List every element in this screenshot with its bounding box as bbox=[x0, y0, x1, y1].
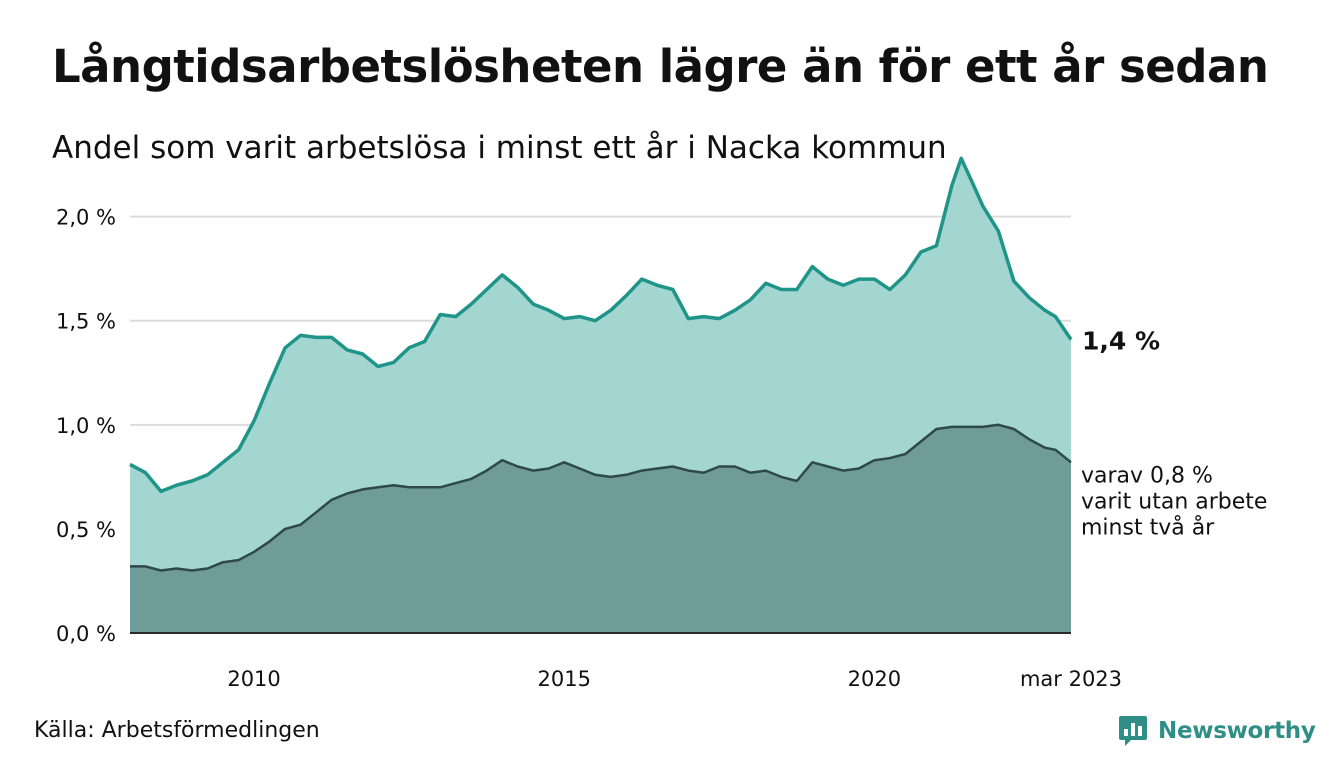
end-label-min2yr-line: minst två år bbox=[1081, 514, 1215, 540]
y-tick-label: 1,0 % bbox=[56, 414, 116, 438]
x-tick-label: 2020 bbox=[848, 667, 901, 691]
brand-name: Newsworthy bbox=[1158, 718, 1316, 744]
source-note: Källa: Arbetsförmedlingen bbox=[34, 718, 320, 743]
newsworthy-logo-icon bbox=[1119, 716, 1147, 746]
series-line-min1yr bbox=[129, 156, 1073, 494]
chart-subtitle: Andel som varit arbetslösa i minst ett å… bbox=[52, 130, 947, 166]
end-label-min2yr-line: varav 0,8 % bbox=[1081, 463, 1213, 488]
end-label-min1yr: 1,4 % bbox=[1082, 326, 1160, 355]
x-tick-label: 2015 bbox=[537, 667, 590, 691]
y-tick-label: 0,0 % bbox=[56, 622, 116, 646]
end-label-min2yr-line: varit utan arbete bbox=[1081, 489, 1267, 514]
x-tick-label: 2010 bbox=[227, 667, 280, 691]
y-tick-label: 1,5 % bbox=[56, 310, 116, 334]
chart-title: Långtidsarbetslösheten lägre än för ett … bbox=[52, 40, 1269, 93]
series-line-min2yr bbox=[130, 423, 1072, 572]
area-series bbox=[129, 156, 1073, 634]
area-fill-min2yr bbox=[130, 424, 1071, 633]
brand-logo: Newsworthy bbox=[1118, 714, 1316, 748]
y-tick-label: 0,5 % bbox=[56, 518, 116, 542]
y-tick-label: 2,0 % bbox=[56, 206, 116, 230]
x-tick-label: mar 2023 bbox=[1020, 667, 1122, 691]
axis-labels: 0,0 % 0,5 % 1,0 % 1,5 % 2,0 % 2010 2015 2020 mar… bbox=[56, 206, 1122, 691]
